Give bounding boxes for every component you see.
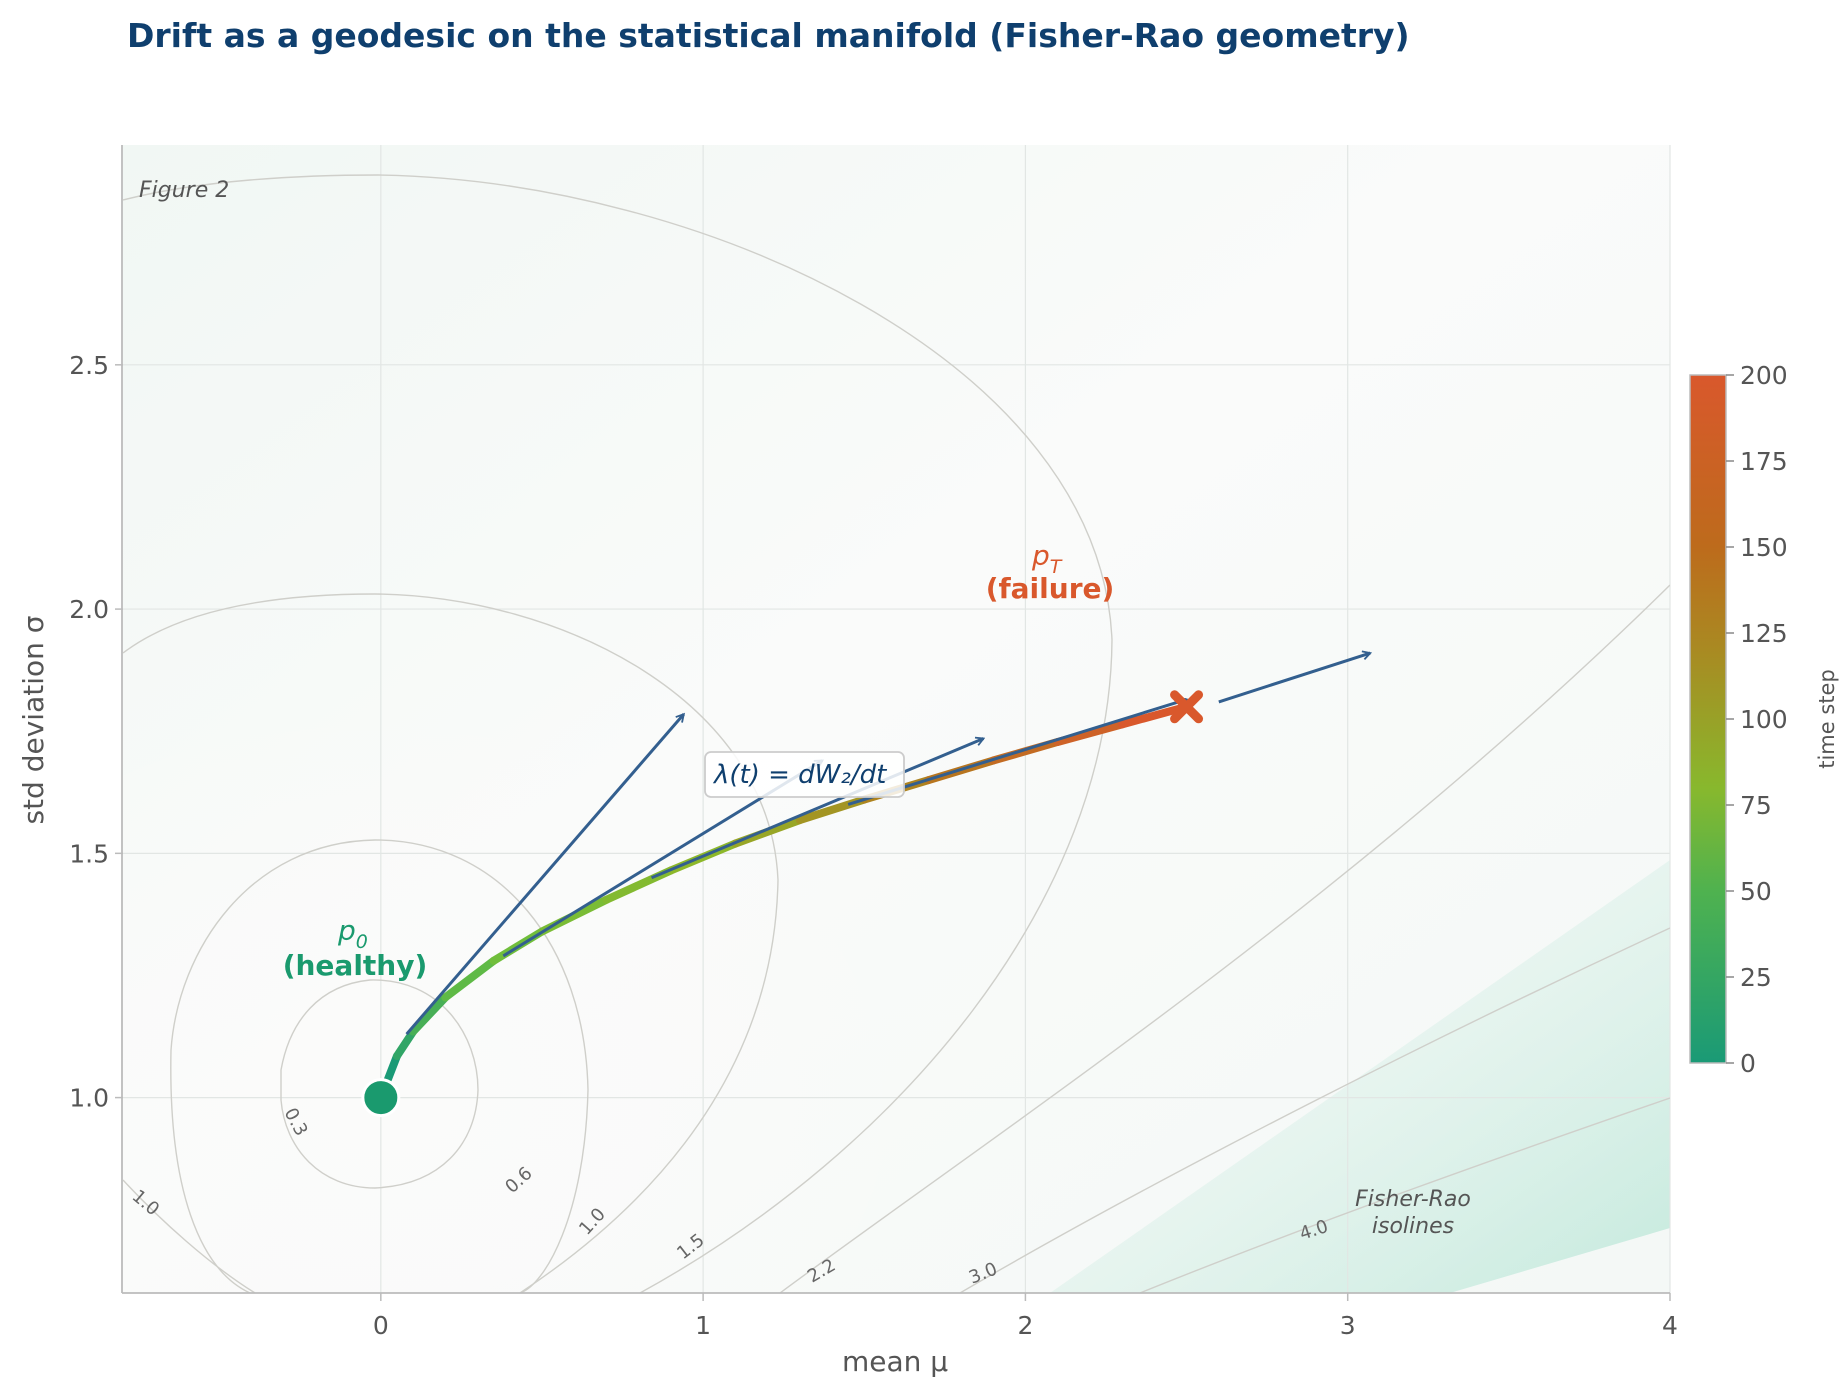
end-label-text: (failure) xyxy=(986,572,1115,605)
y-tick-label: 1.5 xyxy=(69,839,109,868)
isoline-1.0-left xyxy=(123,1179,256,1293)
figure-tag: Figure 2 xyxy=(139,178,229,203)
fisher-rao-shaded-region xyxy=(1050,860,1670,1293)
path-segment xyxy=(1053,720,1127,746)
x-tick-label: 0 xyxy=(373,1311,389,1340)
start-label-symbol: p0 xyxy=(337,914,368,953)
end-point-marker xyxy=(1170,690,1204,724)
end-label-symbol: pT xyxy=(1031,539,1063,578)
colorbar-tick-label: 175 xyxy=(1740,447,1788,476)
x-tick-label: 3 xyxy=(1340,1311,1356,1340)
path-segment xyxy=(1118,702,1191,729)
colorbar-tick-label: 125 xyxy=(1740,619,1788,648)
path-segment xyxy=(409,993,450,1036)
colorbar-tick-label: 150 xyxy=(1740,533,1788,562)
colorbar-gradient xyxy=(1689,374,1727,1064)
lambda-box xyxy=(704,751,905,798)
x-tick-label: 2 xyxy=(1017,1311,1033,1340)
tangent-arrow xyxy=(405,714,684,1036)
isolines-annotation-line1: Fisher-Rao xyxy=(1355,1187,1471,1212)
y-axis-label: std deviation σ xyxy=(17,615,50,824)
y-tick-label: 2.5 xyxy=(69,351,109,380)
colorbar-tick-label: 100 xyxy=(1740,705,1788,734)
colorbar-ticks: 0 25 50 75 100 125 150 175 200 xyxy=(1726,361,1788,1078)
start-label-text: (healthy) xyxy=(283,949,428,982)
start-label: p0 (healthy) xyxy=(283,914,428,982)
colorbar-tick-label: 25 xyxy=(1740,963,1772,992)
y-tick-label: 2.0 xyxy=(69,595,109,624)
isoline-0.3 xyxy=(280,979,479,1189)
tangent-arrow xyxy=(1218,653,1370,704)
lambda-annotation: λ(t) = dW₂/dt xyxy=(704,751,905,798)
colorbar-label: time step xyxy=(1815,669,1839,769)
isoline-4.0 xyxy=(1139,1097,1670,1293)
isoline-1.5 xyxy=(123,174,1113,1293)
colorbar: 0 25 50 75 100 125 150 175 200 time step xyxy=(1689,361,1839,1078)
y-tick-label: 1.0 xyxy=(69,1084,109,1113)
tangent-arrow xyxy=(650,739,984,880)
colorbar-tick-label: 50 xyxy=(1740,877,1772,906)
isoline-1.0-outer xyxy=(123,593,779,1293)
isoline-3.0 xyxy=(959,927,1670,1293)
x-tick-label: 1 xyxy=(695,1311,711,1340)
y-ticks: 1.0 1.5 2.0 2.5 xyxy=(69,351,123,1113)
isoline-0.6 xyxy=(170,839,589,1293)
x-tick-label: 4 xyxy=(1662,1311,1678,1340)
plot-area: 0.3 0.6 1.0 1.0 1.5 2.2 3.0 4.0 λ(t) = d… xyxy=(123,145,1671,1293)
chart-title: Drift as a geodesic on the statistical m… xyxy=(127,16,1410,55)
x-ticks: 0 1 2 3 4 xyxy=(373,1293,1678,1340)
lambda-text: λ(t) = dW₂/dt xyxy=(712,760,887,790)
end-label: pT (failure) xyxy=(986,539,1115,605)
path-segment xyxy=(441,956,498,1002)
colorbar-tick-label: 75 xyxy=(1740,791,1772,820)
x-axis-label: mean μ xyxy=(842,1345,948,1378)
isoline-2.2 xyxy=(779,584,1670,1293)
isolines-annotation-line2: isolines xyxy=(1372,1214,1454,1239)
start-point-marker xyxy=(361,1078,401,1118)
path-segment xyxy=(392,1027,418,1061)
axes: 0 1 2 3 4 1.0 1.5 2.0 2.5 mean μ std deviation … xyxy=(17,145,1678,1378)
fisher-rao-isolines xyxy=(123,174,1670,1293)
colorbar-tick-label: 0 xyxy=(1740,1049,1756,1078)
isolines-annotation: Fisher-Rao isolines xyxy=(1355,1187,1471,1239)
colorbar-tick-label: 200 xyxy=(1740,361,1788,390)
